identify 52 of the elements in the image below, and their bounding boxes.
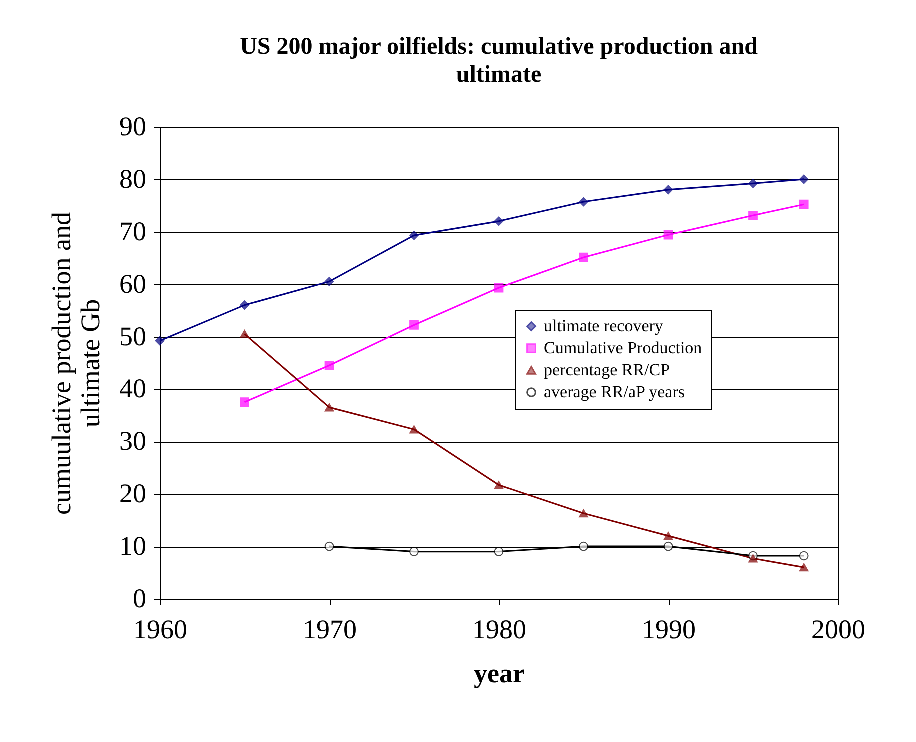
y-tick-label: 90 (120, 112, 146, 142)
x-tick-label: 1990 (642, 614, 696, 644)
y-axis-title: cumuulative production and ultimate Gb (46, 212, 106, 515)
point (410, 425, 419, 434)
point (664, 532, 674, 540)
point (324, 542, 334, 552)
point (579, 509, 588, 518)
point (240, 398, 250, 408)
y-tick-label: 10 (120, 531, 146, 562)
point (240, 300, 250, 310)
point (324, 277, 334, 286)
point (748, 554, 758, 563)
point (494, 283, 504, 293)
y-tick-label: 60 (120, 268, 146, 299)
legend-label: percentage RR/CP (544, 360, 670, 380)
point (748, 178, 758, 188)
point (579, 252, 588, 262)
point (799, 174, 809, 184)
point (579, 542, 588, 552)
point (799, 200, 809, 210)
point (494, 547, 504, 556)
point (494, 481, 504, 490)
point (748, 210, 758, 220)
point (664, 542, 674, 552)
point (664, 230, 674, 240)
point (410, 547, 419, 556)
x-tick-label: 1980 (472, 614, 526, 644)
x-axis-title: year (474, 658, 525, 688)
legend-label: average RR/aP years (544, 382, 685, 402)
point (410, 320, 419, 330)
y-tick-label: 0 (133, 584, 146, 614)
point (494, 216, 504, 226)
point (799, 563, 809, 572)
x-tick-label: 2000 (812, 614, 866, 644)
point (240, 330, 250, 338)
x-tick-label: 1970 (303, 614, 357, 644)
y-tick-label: 70 (120, 216, 146, 246)
point (324, 403, 334, 412)
point (799, 551, 809, 561)
legend-label: ultimate recovery (544, 316, 664, 336)
point (579, 197, 588, 207)
y-tick-label: 80 (120, 164, 146, 194)
y-tick-label: 20 (120, 478, 146, 509)
y-tick-label: 30 (120, 426, 146, 456)
point (410, 230, 419, 240)
y-tick-label: 40 (120, 374, 146, 404)
point (664, 185, 674, 195)
y-tick-label: 50 (120, 321, 146, 352)
x-tick-label: 1960 (134, 614, 188, 644)
chart-title: US 200 major oilfields: cumulative production and ultimate (240, 34, 759, 88)
legend-label: Cumulative Production (544, 338, 703, 358)
point (324, 360, 334, 370)
